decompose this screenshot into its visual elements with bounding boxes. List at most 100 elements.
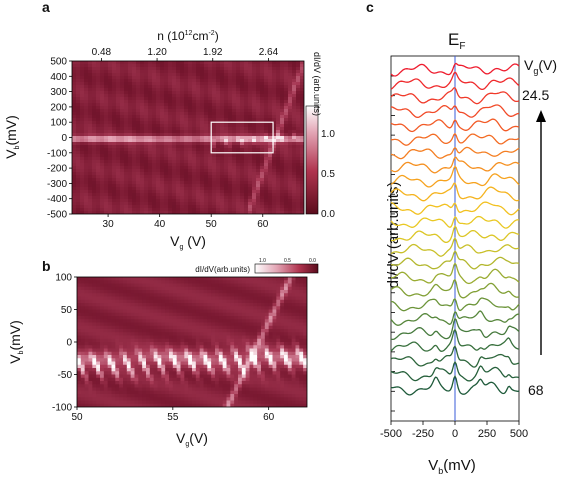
- heatmap-a-cell: [272, 70, 277, 74]
- heatmap-b-cell: [218, 381, 224, 385]
- heatmap-a-cell: [200, 199, 205, 203]
- heatmap-a-cell: [112, 175, 117, 179]
- heatmap-b-cell: [92, 384, 97, 389]
- heatmap-a-cell: [96, 202, 101, 206]
- heatmap-a-cell: [280, 115, 285, 119]
- heatmap-a-cell: [88, 79, 93, 83]
- heatmap-b-cell: [249, 348, 254, 353]
- heatmap-a-cell: [264, 97, 269, 101]
- heatmap-a-cell: [144, 157, 149, 161]
- heatmap-a-cell: [164, 103, 169, 107]
- heatmap-b-cell: [238, 397, 243, 402]
- heatmap-a-cell: [148, 73, 153, 77]
- heatmap-b-cell: [176, 332, 182, 337]
- heatmap-a-cell: [212, 103, 217, 107]
- heatmap-a-cell: [144, 118, 149, 122]
- heatmap-b-cell: [192, 299, 197, 304]
- heatmap-a-cell: [296, 175, 301, 179]
- heatmap-a-cell: [220, 142, 225, 146]
- heatmap-a-cell: [96, 208, 101, 212]
- top-axis-label-a: n (1012cm-2): [157, 29, 218, 43]
- heatmap-a-cell: [248, 64, 253, 68]
- heatmap-a-cell: [284, 151, 289, 155]
- heatmap-a-cell: [140, 208, 145, 212]
- heatmap-a-cell: [108, 82, 113, 86]
- heatmap-b-cell: [115, 348, 120, 353]
- heatmap-a-cell: [172, 175, 177, 179]
- heatmap-a-cell: [172, 124, 177, 128]
- heatmap-b-cell: [222, 397, 228, 402]
- heatmap-b-cell: [165, 355, 170, 359]
- heatmap-b-cell: [111, 374, 116, 379]
- heatmap-b-cell: [119, 322, 124, 327]
- heatmap-b-cell: [261, 390, 266, 395]
- heatmap-a-cell: [156, 127, 161, 131]
- heatmap-b-cell: [92, 312, 97, 317]
- heatmap-a-cell: [160, 115, 165, 119]
- heatmap-a-cell: [272, 151, 277, 155]
- heatmap-a-cell: [80, 133, 85, 137]
- heatmap-b-cell: [211, 335, 216, 340]
- heatmap-a-cell: [292, 82, 297, 86]
- heatmap-a-cell: [204, 64, 209, 68]
- heatmap-a-cell: [72, 202, 77, 206]
- heatmap-b-cell: [234, 377, 239, 382]
- heatmap-a-cell: [88, 124, 93, 128]
- heatmap-b-cell: [111, 348, 116, 353]
- heatmap-b-cell: [138, 361, 143, 366]
- heatmap-b-cell: [241, 309, 247, 314]
- heatmap-a-cell: [220, 79, 225, 83]
- heatmap-a-cell: [132, 103, 137, 107]
- heatmap-a-cell: [244, 160, 249, 164]
- heatmap-a-cell: [240, 160, 245, 164]
- heatmap-a-cell: [240, 70, 245, 74]
- heatmap-a-cell: [268, 196, 273, 200]
- heatmap-a-cell: [204, 145, 209, 149]
- heatmap-b-cell: [84, 390, 90, 395]
- heatmap-b-cell: [130, 403, 136, 407]
- heatmap-b-cell: [215, 280, 220, 285]
- heatmap-b-cell: [234, 322, 239, 327]
- heatmap-b-cell: [115, 286, 120, 291]
- heatmap-a-cell: [276, 103, 281, 107]
- heatmap-b-cell: [249, 338, 254, 343]
- heatmap-a-cell: [84, 88, 89, 92]
- heatmap-b-cell: [146, 316, 151, 320]
- heatmap-a-cell: [264, 187, 269, 191]
- heatmap-b-cell: [226, 338, 231, 343]
- heatmap-b-cell: [253, 332, 258, 337]
- heatmap-b-cell: [123, 303, 128, 307]
- heatmap-b-cell: [226, 306, 231, 311]
- heatmap-a-cell: [212, 184, 217, 188]
- heatmap-a-cell: [172, 157, 177, 161]
- heatmap-a-cell: [188, 67, 193, 71]
- heatmap-a-cell: [120, 142, 125, 146]
- heatmap-a-cell: [96, 121, 101, 125]
- heatmap-a-cell: [116, 211, 121, 214]
- heatmap-a-cell: [288, 121, 293, 125]
- heatmap-a-cell: [164, 157, 169, 161]
- heatmap-b-cell: [207, 296, 212, 301]
- heatmap-b-cell: [142, 283, 147, 288]
- heatmap-b-cell: [100, 397, 105, 402]
- heatmap-b-cell: [103, 364, 109, 369]
- heatmap-a-cell: [260, 100, 265, 104]
- heatmap-a-cell: [236, 97, 241, 101]
- heatmap-b-cell: [153, 338, 159, 343]
- heatmap-b-cell: [146, 312, 151, 317]
- heatmap-a-cell: [192, 124, 197, 128]
- heatmap-a-cell: [204, 133, 209, 137]
- heatmap-b-cell: [249, 322, 254, 327]
- heatmap-b-cell: [84, 309, 90, 314]
- heatmap-b-cell: [180, 397, 185, 402]
- heatmap-a-cell: [164, 76, 169, 80]
- heatmap-a-cell: [168, 73, 173, 77]
- heatmap-a-cell: [300, 85, 304, 89]
- heatmap-a-cell: [248, 61, 253, 65]
- heatmap-a-cell: [76, 187, 81, 191]
- heatmap-a-cell: [232, 157, 237, 161]
- heatmap-a-cell: [124, 151, 129, 155]
- heatmap-a-cell: [268, 76, 273, 80]
- heatmap-b-cell: [257, 338, 262, 343]
- heatmap-b-cell: [157, 374, 162, 379]
